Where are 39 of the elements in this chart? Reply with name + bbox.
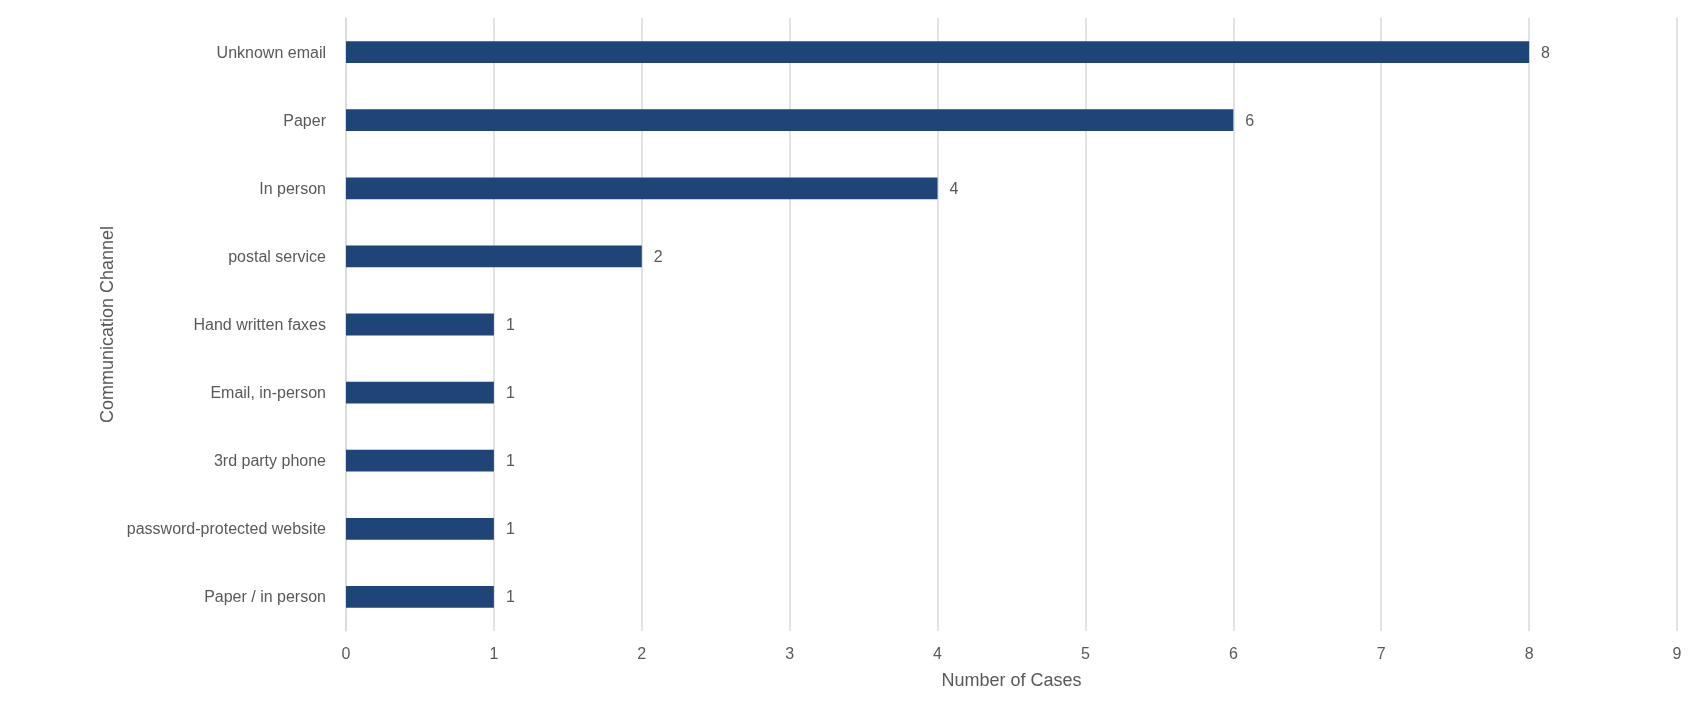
data-label: 1 <box>505 316 515 333</box>
bar <box>346 381 494 404</box>
data-label: 2 <box>653 247 663 265</box>
data-label: 1 <box>505 520 515 538</box>
data-label: 1 <box>505 452 515 470</box>
bar <box>346 109 1234 132</box>
x-tick-label: 3 <box>785 644 795 662</box>
x-tick-label: 9 <box>1672 644 1682 662</box>
x-tick-label: 0 <box>341 644 351 662</box>
bar <box>346 313 494 336</box>
data-label: 4 <box>949 179 959 197</box>
data-label: 8 <box>1541 43 1551 61</box>
y-tick-label: Unknown email <box>216 43 326 61</box>
x-tick-label: 4 <box>933 644 943 662</box>
x-tick-label: 7 <box>1376 644 1386 662</box>
x-tick-label: 6 <box>1228 644 1238 662</box>
x-tick-label: 1 <box>489 644 499 662</box>
x-tick-label: 5 <box>1080 644 1090 662</box>
y-axis-title: Communication Channel <box>96 225 117 424</box>
y-tick-label: password-protected website <box>126 520 327 538</box>
x-axis-title: Number of Cases <box>941 670 1082 690</box>
y-tick-label: Paper <box>283 111 327 129</box>
bar <box>346 517 494 540</box>
bar <box>346 245 642 268</box>
y-tick-label: Email, in-person <box>210 384 326 402</box>
y-tick-label: postal service <box>228 247 327 265</box>
y-tick-label: 3rd party phone <box>213 452 327 470</box>
data-label: 6 <box>1245 111 1255 129</box>
y-tick-label: In person <box>259 179 326 197</box>
bar <box>346 586 494 608</box>
x-tick-label: 8 <box>1524 644 1534 662</box>
y-tick-label: Hand written faxes <box>193 316 326 333</box>
y-tick-label: Paper / in person <box>204 588 326 606</box>
data-label: 1 <box>505 588 515 606</box>
bar <box>346 449 494 472</box>
data-label: 1 <box>505 384 515 402</box>
bar <box>346 177 938 200</box>
x-tick-label: 2 <box>637 644 647 662</box>
bar <box>346 41 1530 63</box>
